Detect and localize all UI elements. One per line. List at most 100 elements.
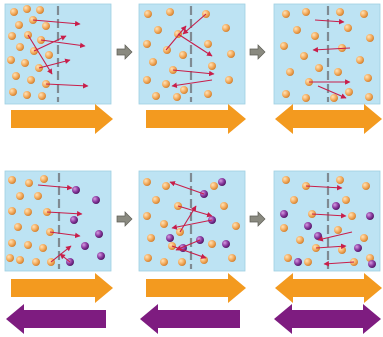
orange-net-flow-right-arrow xyxy=(11,104,113,134)
orange-particle xyxy=(227,50,235,58)
orange-particle xyxy=(143,40,151,48)
motion-arrows xyxy=(305,184,355,267)
orange-particle xyxy=(220,202,228,210)
motion-arrow xyxy=(182,13,207,35)
orange-particle xyxy=(296,236,304,244)
orange-particle xyxy=(210,182,218,190)
orange-particle xyxy=(39,244,47,252)
orange-particle xyxy=(282,176,290,184)
purple-particle xyxy=(72,186,80,194)
orange-particle xyxy=(166,8,174,16)
motion-arrow xyxy=(33,35,67,52)
orange-particle xyxy=(16,43,24,51)
motion-arrow xyxy=(305,184,343,191)
orange-particle xyxy=(173,93,181,101)
orange-particle xyxy=(282,90,290,98)
orange-particle xyxy=(21,59,29,67)
motion-arrow xyxy=(179,205,197,233)
purple-equilibrium-double-arrow xyxy=(274,304,381,334)
motion-arrow xyxy=(46,210,83,217)
motion-arrows xyxy=(37,184,83,263)
orange-equilibrium-double-arrow xyxy=(275,273,382,303)
orange-particle xyxy=(204,90,212,98)
orange-particle xyxy=(12,72,20,80)
motion-arrows xyxy=(169,181,213,259)
orange-particle xyxy=(8,239,16,247)
step-arrow xyxy=(249,44,266,60)
motion-arrow xyxy=(171,219,213,230)
orange-particle xyxy=(23,91,31,99)
motion-arrow xyxy=(311,212,347,219)
orange-particle xyxy=(143,212,151,220)
purple-particle xyxy=(332,202,340,210)
orange-particle xyxy=(178,258,186,266)
orange-particle xyxy=(304,258,312,266)
purple-particle xyxy=(97,252,105,260)
orange-particle xyxy=(16,256,24,264)
orange-particle xyxy=(334,226,342,234)
purple-particle xyxy=(366,212,374,220)
orange-particle xyxy=(338,246,346,254)
orange-particle xyxy=(222,24,230,32)
orange-particles xyxy=(280,8,374,102)
motion-arrow xyxy=(40,39,86,49)
orange-particle xyxy=(302,94,310,102)
purple-particle xyxy=(95,230,103,238)
orange-particle xyxy=(286,68,294,76)
orange-particle xyxy=(24,208,32,216)
panel-row2-stage1 xyxy=(4,170,112,272)
orange-particle xyxy=(8,207,16,215)
purple-particle xyxy=(294,258,302,266)
orange-particle xyxy=(6,254,14,262)
row-single-solute xyxy=(4,3,382,134)
orange-particle xyxy=(149,58,157,66)
motion-arrow xyxy=(315,243,347,250)
orange-particle xyxy=(280,42,288,50)
row-two-solutes xyxy=(4,170,382,334)
orange-equilibrium-double-arrow xyxy=(275,104,382,134)
purple-particle xyxy=(368,260,376,268)
purple-net-flow-left-arrow xyxy=(6,304,106,334)
orange-particles xyxy=(143,178,240,266)
panel-row1-stage3 xyxy=(273,3,381,105)
orange-particle xyxy=(302,8,310,16)
orange-particle xyxy=(336,176,344,184)
motion-arrow xyxy=(32,19,81,27)
purple-particle xyxy=(92,196,100,204)
orange-particle xyxy=(36,6,44,14)
purple-particle xyxy=(304,222,312,230)
orange-particle xyxy=(232,222,240,230)
motion-arrow xyxy=(59,253,71,263)
orange-particle xyxy=(7,56,15,64)
motion-arrow xyxy=(169,181,205,195)
orange-particle xyxy=(180,86,188,94)
orange-particle xyxy=(348,212,356,220)
purple-particle xyxy=(222,240,230,248)
orange-particle xyxy=(360,234,368,242)
orange-particle xyxy=(360,10,368,18)
orange-particle xyxy=(336,8,344,16)
orange-particle xyxy=(10,8,18,16)
orange-particle xyxy=(24,241,32,249)
orange-particle xyxy=(38,92,46,100)
motion-arrow xyxy=(312,46,351,53)
orange-particle xyxy=(152,92,160,100)
orange-particle xyxy=(225,76,233,84)
step-arrow-icon xyxy=(116,44,133,60)
orange-particle xyxy=(143,76,151,84)
orange-particle xyxy=(204,40,212,48)
orange-particle xyxy=(330,94,338,102)
orange-particle xyxy=(208,240,216,248)
orange-particle xyxy=(344,24,352,32)
orange-particle xyxy=(144,254,152,262)
orange-particle xyxy=(208,62,216,70)
motion-arrow xyxy=(172,69,215,77)
motion-arrow xyxy=(314,18,345,25)
motion-arrow xyxy=(37,184,73,191)
orange-particle xyxy=(342,196,350,204)
orange-particle xyxy=(293,26,301,34)
orange-particle xyxy=(25,179,33,187)
orange-particle xyxy=(282,10,290,18)
purple-particle xyxy=(354,244,362,252)
orange-particle xyxy=(290,196,298,204)
